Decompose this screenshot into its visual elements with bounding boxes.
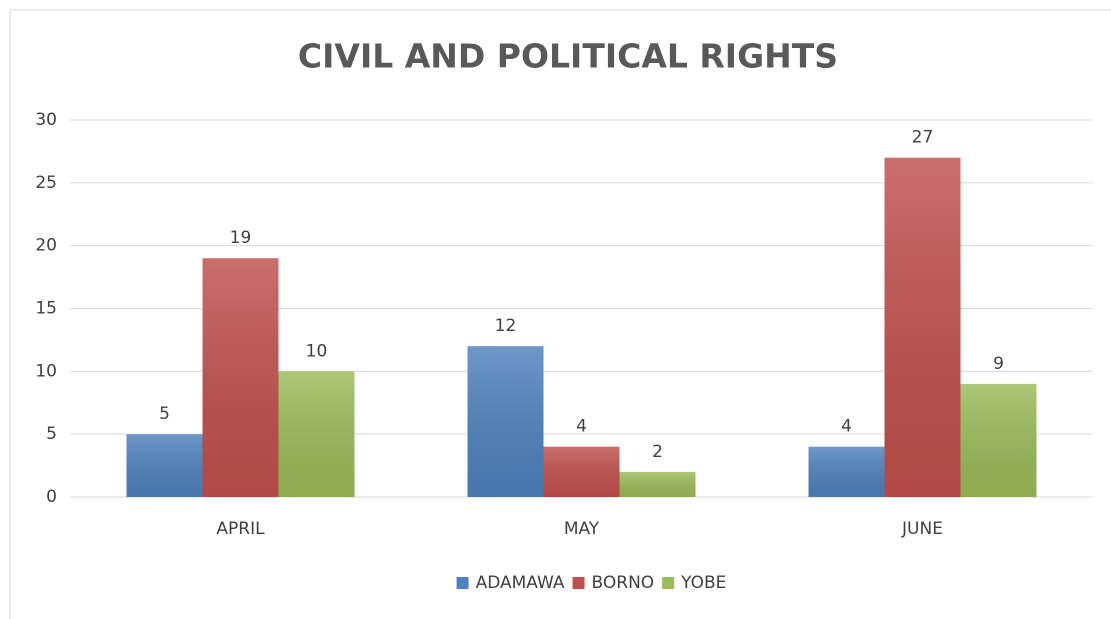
chart-title: CIVIL AND POLITICAL RIGHTS — [298, 37, 838, 76]
bar — [467, 346, 544, 497]
legend-swatch — [456, 577, 469, 589]
data-label: 4 — [841, 417, 852, 437]
legend-swatch — [572, 577, 585, 589]
data-label: 19 — [230, 228, 252, 248]
bar — [808, 446, 885, 497]
legend-label: BORNO — [592, 573, 655, 593]
bar — [278, 371, 355, 497]
x-tick-label: APRIL — [216, 519, 265, 539]
bar — [884, 157, 961, 497]
y-tick-label: 0 — [46, 487, 57, 507]
bar — [126, 434, 203, 497]
data-label: 2 — [652, 442, 663, 462]
y-tick-label: 20 — [35, 236, 57, 256]
bar — [543, 446, 620, 497]
legend-label: ADAMAWA — [476, 573, 565, 593]
y-tick-label: 10 — [35, 361, 57, 381]
x-tick-label: JUNE — [901, 519, 943, 539]
x-tick-label: MAY — [564, 519, 600, 539]
y-tick-label: 5 — [46, 424, 57, 444]
legend-label: YOBE — [680, 573, 726, 593]
legend-swatch — [662, 577, 675, 589]
data-label: 27 — [912, 128, 934, 148]
data-label: 4 — [576, 417, 587, 437]
y-tick-label: 30 — [35, 110, 57, 130]
data-label: 5 — [159, 404, 170, 424]
data-label: 12 — [495, 316, 517, 336]
data-label: 10 — [306, 341, 328, 361]
bar — [960, 383, 1037, 497]
bar — [202, 258, 279, 497]
data-label: 9 — [993, 354, 1004, 374]
bar — [619, 471, 696, 497]
chart-frame — [9, 9, 1111, 619]
y-tick-label: 15 — [35, 299, 57, 319]
y-tick-label: 25 — [35, 173, 57, 193]
